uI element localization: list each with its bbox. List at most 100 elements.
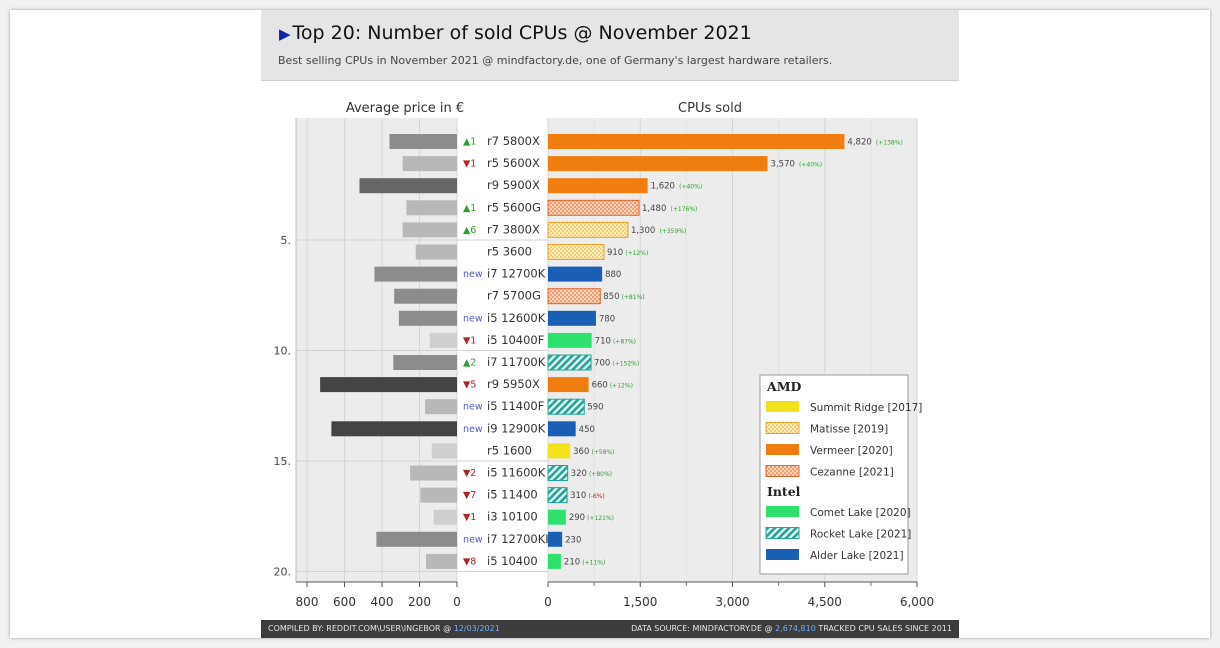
rank-change-label: ▲1 [463,137,476,148]
price-bar [320,377,457,393]
cpu-name-label: i5 10400 [487,554,538,568]
rank-tick-label: 15. [274,455,292,468]
sales-change-label: (+87%) [613,338,636,345]
cpu-name-label: r5 5600G [487,200,541,214]
sales-value-label: 710 [595,336,611,346]
rank-change-label: ▼7 [463,490,476,501]
sales-change-label: (+40%) [679,184,702,191]
price-tick-label: 400 [371,595,394,609]
sales-tick-label: 6,000 [900,595,934,609]
chart-subtitle: Best selling CPUs in November 2021 @ min… [278,54,833,67]
sales-tick-label: 1,500 [623,595,657,609]
price-bar [429,332,457,348]
chart-header: ▶ Top 20: Number of sold CPUs @ November … [261,10,959,81]
sales-value-label: 290 [569,513,585,523]
sales-change-label: (+80%) [589,471,612,478]
footer-credit-text: COMPILED BY: REDDIT.COM\USER\INGEBOR @ [268,624,454,633]
price-tick-label: 600 [333,595,356,609]
sales-value-label: 230 [565,535,581,545]
sales-bar [548,310,596,326]
sales-bar [547,354,592,371]
price-bar [394,288,457,304]
legend-swatch [766,549,799,560]
rank-change-label: new [463,402,483,413]
legend-item-label: Matisse [2019] [810,424,888,436]
sales-bar [548,553,561,569]
sales-value-label: 360 [573,447,589,457]
rank-tick-label: 20. [274,565,292,578]
cpu-name-label: i5 10400F [487,333,544,347]
price-bar [402,156,457,172]
rank-tick-label: 5. [281,234,292,247]
legend-group-title: AMD [766,379,802,394]
legend-swatch [765,465,800,477]
price-bar [431,443,457,459]
cpu-name-label: i5 11400 [487,488,538,502]
sales-value-label: 880 [605,270,621,280]
sales-value-label: 3,570 [771,160,795,170]
rank-change-label: new [463,424,483,435]
footer-source: DATA SOURCE: MINDFACTORY.DE @ 2,674,810 … [631,620,952,638]
sales-value-label: 310 [570,491,586,501]
price-panel-title: Average price in € [346,101,464,116]
sales-change-label: (+11%) [582,559,605,566]
sales-value-label: 4,820 [847,138,871,148]
chart-title-text: Top 20: Number of sold CPUs @ November 2… [292,22,752,44]
sales-value-label: 1,480 [642,204,666,214]
price-bar [389,134,457,149]
price-tick-label: 0 [453,595,461,609]
sales-change-label: (+12%) [625,250,648,257]
cpu-name-label: r7 5800X [487,134,540,148]
sales-change-label: (+359%) [659,228,686,235]
sales-value-label: 210 [564,557,580,567]
rank-change-label: ▼2 [463,468,476,479]
sales-change-label: (+58%) [591,449,614,456]
price-bar [374,266,457,282]
sales-tick-label: 4,500 [808,595,842,609]
rank-change-label: ▲6 [463,225,476,236]
legend-item-label: Summit Ridge [2017] [810,402,922,414]
sales-tick-label: 0 [544,595,552,609]
legend-group-title: Intel [767,484,801,499]
sales-bar [547,398,585,415]
sales-bar [548,266,603,282]
footer-source-suffix: TRACKED CPU SALES SINCE 2011 [815,624,952,633]
sales-change-label: (+176%) [671,206,698,213]
sales-bar [548,443,571,459]
legend-swatch [765,422,800,434]
rank-change-label: ▼1 [463,335,476,346]
cpu-name-label: i5 11400F [487,399,544,413]
rank-change-label: ▲1 [463,203,476,214]
rank-change-label: new [463,534,483,545]
footer-source-count: 2,674,810 [775,624,816,633]
legend-item-label: Alder Lake [2021] [810,550,904,562]
sales-bar [548,377,589,393]
price-bar [410,465,457,481]
sales-bar [548,509,566,525]
sales-bar [547,465,569,481]
sales-change-label: (+12%) [610,383,633,390]
rank-change-label: ▼1 [463,512,476,523]
cpu-name-label: r5 1600 [487,443,532,457]
sales-value-label: 320 [571,469,587,479]
cpu-name-label: r5 5600X [487,156,540,170]
chart-title: ▶ Top 20: Number of sold CPUs @ November … [279,22,752,44]
rank-change-label: ▼5 [463,380,476,391]
cpu-name-label: r9 5950X [487,377,540,391]
play-triangle-icon: ▶ [279,25,291,43]
price-bar [426,553,457,569]
sales-change-label: (+121%) [587,515,614,522]
sales-bar [547,487,568,504]
legend-swatch [766,444,799,455]
sales-value-label: 660 [592,381,608,391]
price-bar [402,222,457,238]
cpu-name-label: r9 5900X [487,178,540,192]
price-panel: Average price in € 5. 10. 15. 20. 800 600 400 20… [274,101,917,609]
rank-change-label: ▼8 [463,556,476,567]
price-bar [425,399,457,415]
sales-bar [548,421,576,437]
sales-panel: CPUs sold 0 1,500 3,000 4,500 6,000 4,820 (+138… [544,101,934,609]
price-bar [433,509,457,525]
legend-item-label: Comet Lake [2020] [810,507,911,519]
